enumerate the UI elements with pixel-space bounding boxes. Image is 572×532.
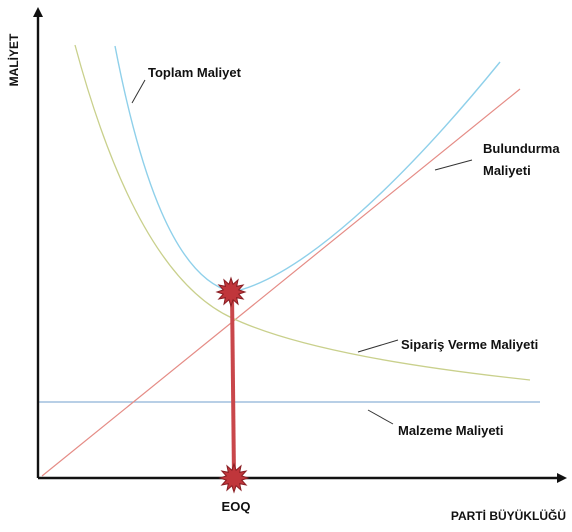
holding-cost-label-line1: Bulundurma <box>483 141 560 156</box>
eoq-axis-marker <box>218 462 250 494</box>
total-cost-label: Toplam Maliyet <box>148 65 242 80</box>
holding-cost-leader <box>434 159 473 171</box>
material-cost-leader <box>367 409 394 425</box>
holding-cost-line <box>41 88 521 477</box>
y-axis-label: MALİYET <box>6 33 21 86</box>
holding-cost-label-line2: Maliyeti <box>483 163 531 178</box>
material-cost-label: Malzeme Maliyeti <box>398 423 504 438</box>
eoq-minimum-marker <box>215 276 247 308</box>
total-cost-curve <box>114 45 501 293</box>
ordering-cost-leader <box>357 339 399 353</box>
x-axis-label: PARTİ BÜYÜKLÜĞÜ <box>451 508 566 523</box>
eoq-vertical-line <box>230 291 236 479</box>
total-cost-leader <box>131 79 146 104</box>
eoq-label: EOQ <box>222 499 251 514</box>
ordering-cost-curve <box>74 44 531 381</box>
ordering-cost-label: Sipariş Verme Maliyeti <box>401 337 538 352</box>
